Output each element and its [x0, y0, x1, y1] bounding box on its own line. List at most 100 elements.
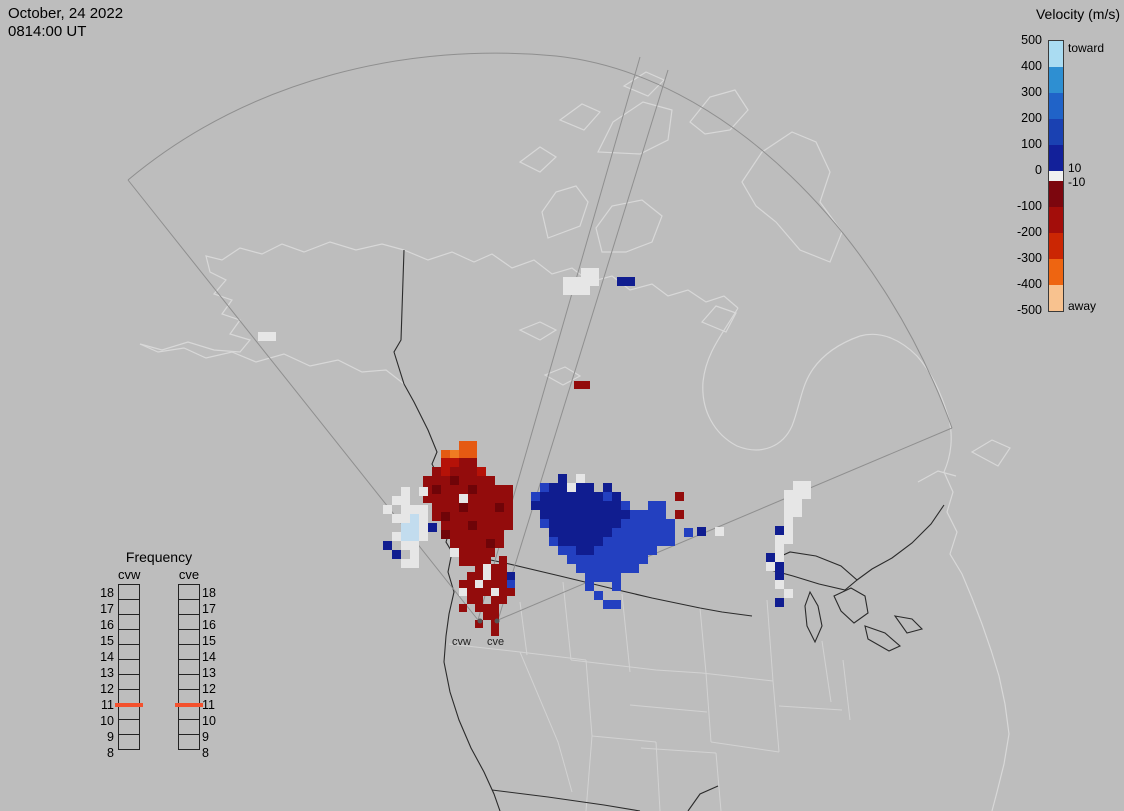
frequency-column-cvw [115, 584, 143, 750]
radar-cell [802, 481, 811, 490]
radar-cell [630, 546, 639, 555]
radar-cell [603, 528, 612, 537]
radar-cell [401, 523, 410, 532]
velocity-side-label: 10 [1068, 161, 1082, 175]
radar-cell [486, 503, 495, 512]
radar-cell [585, 555, 594, 564]
frequency-legend-title: Frequency [125, 549, 193, 565]
velocity-tick-label: 100 [1021, 137, 1042, 151]
radar-cell [603, 492, 612, 501]
radar-cell [558, 501, 567, 510]
radar-cell [468, 485, 477, 494]
radar-cell [585, 546, 594, 555]
radar-cell [715, 527, 724, 536]
colorbar-segment [1049, 93, 1063, 119]
frequency-tick-label: 16 [202, 618, 216, 632]
radar-cell [459, 441, 468, 450]
radar-cell [467, 580, 475, 588]
colorbar-segment [1049, 67, 1063, 93]
radar-cell [585, 501, 594, 510]
frequency-tick-label: 14 [100, 650, 114, 664]
radar-cell [383, 505, 392, 514]
radar-cell [401, 487, 410, 496]
radar-cell [793, 490, 802, 499]
velocity-tick-label: 200 [1021, 111, 1042, 125]
fov-range-arc [127, 52, 953, 429]
radar-cell [630, 519, 639, 528]
frequency-cell [178, 584, 200, 600]
frequency-cell [118, 599, 140, 615]
radar-cell [477, 557, 486, 566]
radar-cell [784, 535, 793, 544]
frequency-tick-label: 15 [202, 634, 216, 648]
frequency-ticks-right: 18 17 16 15 14 13 12 11 10 9 8 [202, 585, 222, 761]
radar-cell [612, 528, 621, 537]
radar-cell [507, 588, 515, 596]
radar-cell [567, 519, 576, 528]
frequency-tick-label: 10 [202, 714, 216, 728]
hudson-bay [702, 307, 861, 451]
radar-cell [612, 492, 621, 501]
radar-cell [392, 496, 401, 505]
radar-cell [563, 277, 572, 286]
radar-cell [603, 573, 612, 582]
victoria-island [595, 199, 663, 253]
radar-cell [639, 510, 648, 519]
radar-cell [499, 572, 507, 580]
radar-cell [576, 537, 585, 546]
radar-cell [486, 548, 495, 557]
frequency-tick-label: 13 [202, 666, 216, 680]
radar-cell [477, 512, 486, 521]
radar-cell [483, 572, 491, 580]
radar-cell [450, 503, 459, 512]
radar-cell [459, 467, 468, 476]
radar-cell [630, 555, 639, 564]
radar-cell [585, 528, 594, 537]
radar-cell [491, 564, 499, 572]
radar-cell [483, 556, 491, 564]
radar-cell [793, 481, 802, 490]
radar-cell [419, 523, 428, 532]
radar-cell [784, 490, 793, 499]
southampton-island [700, 305, 737, 333]
arctic-island-1 [518, 146, 557, 173]
radar-cell [594, 519, 603, 528]
velocity-side-label: -10 [1068, 175, 1086, 189]
radar-cell [499, 564, 507, 572]
radar-cell [504, 521, 513, 530]
velocity-side-label: away [1068, 299, 1097, 313]
radar-cell [648, 510, 657, 519]
frequency-cell [118, 644, 140, 660]
frequency-tick-label: 12 [202, 682, 216, 696]
radar-cell [567, 528, 576, 537]
velocity-tick-label: 400 [1021, 59, 1042, 73]
radar-cell [549, 492, 558, 501]
radar-cell [468, 458, 477, 467]
radar-cell [576, 519, 585, 528]
colorbar-segment [1049, 145, 1063, 171]
radar-cell [675, 510, 684, 519]
radar-cell [410, 514, 419, 523]
radar-cell [410, 559, 419, 568]
radar-cell [475, 596, 483, 604]
radar-cell [612, 501, 621, 510]
radar-cell [491, 620, 499, 628]
velocity-tick-label: -500 [1016, 303, 1042, 317]
frequency-cell [118, 584, 140, 600]
radar-cell [459, 548, 468, 557]
fov-left-edge [127, 179, 479, 621]
radar-cell [531, 501, 540, 510]
radar-cell [483, 580, 491, 588]
radar-cell [419, 487, 428, 496]
state-border [701, 672, 774, 682]
radar-cell [621, 519, 630, 528]
radar-cell [504, 503, 513, 512]
radar-cell [491, 572, 499, 580]
pacific-coast [403, 383, 501, 811]
radar-cell [441, 450, 450, 459]
radar-cell [401, 532, 410, 541]
radar-cell [459, 458, 468, 467]
frequency-active-marker [175, 703, 203, 707]
velocity-side-labels: toward 10 -10 away [1068, 40, 1122, 313]
radar-cell [648, 537, 657, 546]
